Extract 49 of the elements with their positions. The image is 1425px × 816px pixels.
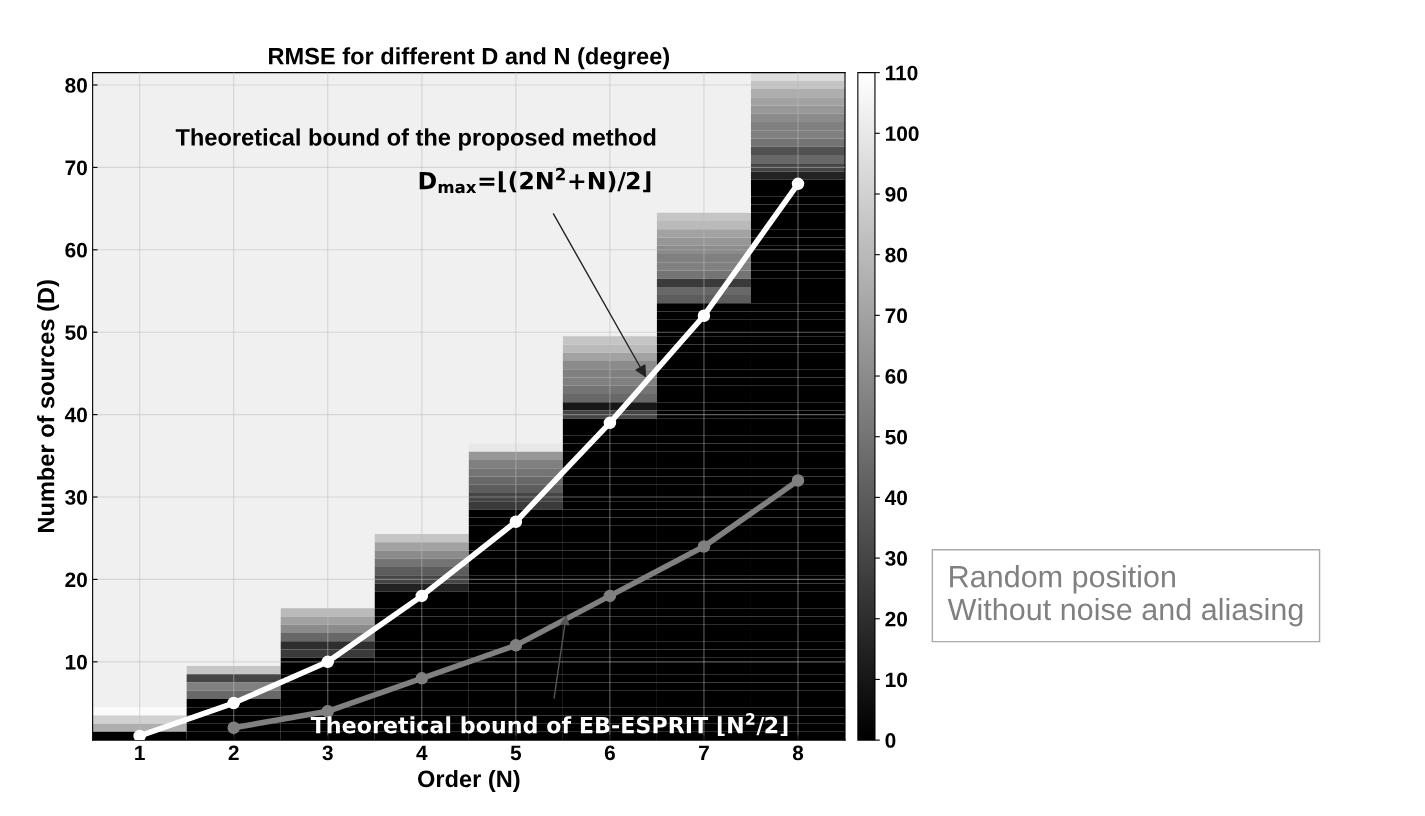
point: [791, 177, 805, 191]
color-bar-label: 50: [885, 429, 907, 445]
point: [321, 655, 335, 669]
point: [509, 515, 523, 528]
y-tick-label: 10: [65, 654, 87, 670]
point: [697, 309, 711, 322]
y-axis-title: Number of sources (D): [37, 280, 60, 533]
color-bar-label: 70: [885, 308, 907, 324]
y-tick-label: 20: [65, 572, 87, 588]
color-bar-label: 0: [885, 733, 896, 748]
color-bar-label: 80: [885, 247, 907, 263]
point: [133, 729, 146, 741]
text: Random position Without noise and aliasing: [947, 564, 1303, 627]
y-tick-label: 30: [65, 490, 87, 505]
color-bar-label: 60: [885, 369, 907, 384]
point: [227, 721, 240, 735]
x-tick-label: 7: [699, 745, 709, 761]
color-bar-label: 90: [885, 186, 907, 202]
x-axis-title: Order (N): [417, 769, 520, 792]
y-tick-label: 70: [65, 160, 87, 176]
point: [791, 474, 805, 487]
point: [603, 589, 617, 603]
point: [227, 696, 240, 710]
x-tick-label: 3: [322, 745, 333, 761]
color-bar-label: 40: [884, 490, 907, 506]
point: [603, 416, 617, 430]
x-tick-label: 2: [228, 745, 239, 761]
y-tick-label: 50: [65, 325, 87, 340]
color-bar-label: 110: [885, 65, 918, 81]
point: [509, 639, 523, 652]
x-tick-label: 4: [416, 745, 428, 761]
x-tick-label: 1: [135, 745, 145, 761]
point: [415, 589, 429, 603]
x-tick-label: 6: [604, 745, 615, 761]
annotation: D$_{max}$=⌊(2N$^{2}$+N)/2⌋: [419, 167, 651, 194]
point: [415, 672, 429, 685]
color-bar-label: 30: [885, 551, 907, 566]
y-tick-label: 40: [64, 407, 87, 423]
color-bar-label: 20: [885, 611, 907, 627]
chart-title: RMSE for different D and N (degree): [269, 47, 670, 70]
annotation: Theoretical bound of the proposed method: [175, 128, 656, 151]
annotation: Theoretical bound of EB-ESPRIT ⌊N$^{2}$/2⌋: [310, 713, 788, 737]
x-tick-label: 5: [510, 745, 522, 761]
color-bar-label: 100: [885, 126, 919, 142]
point: [697, 540, 711, 553]
x-tick-label: 8: [792, 745, 804, 761]
y-tick-label: 80: [65, 77, 87, 93]
y-tick-label: 60: [65, 242, 87, 258]
color-bar-label: 10: [885, 672, 907, 688]
